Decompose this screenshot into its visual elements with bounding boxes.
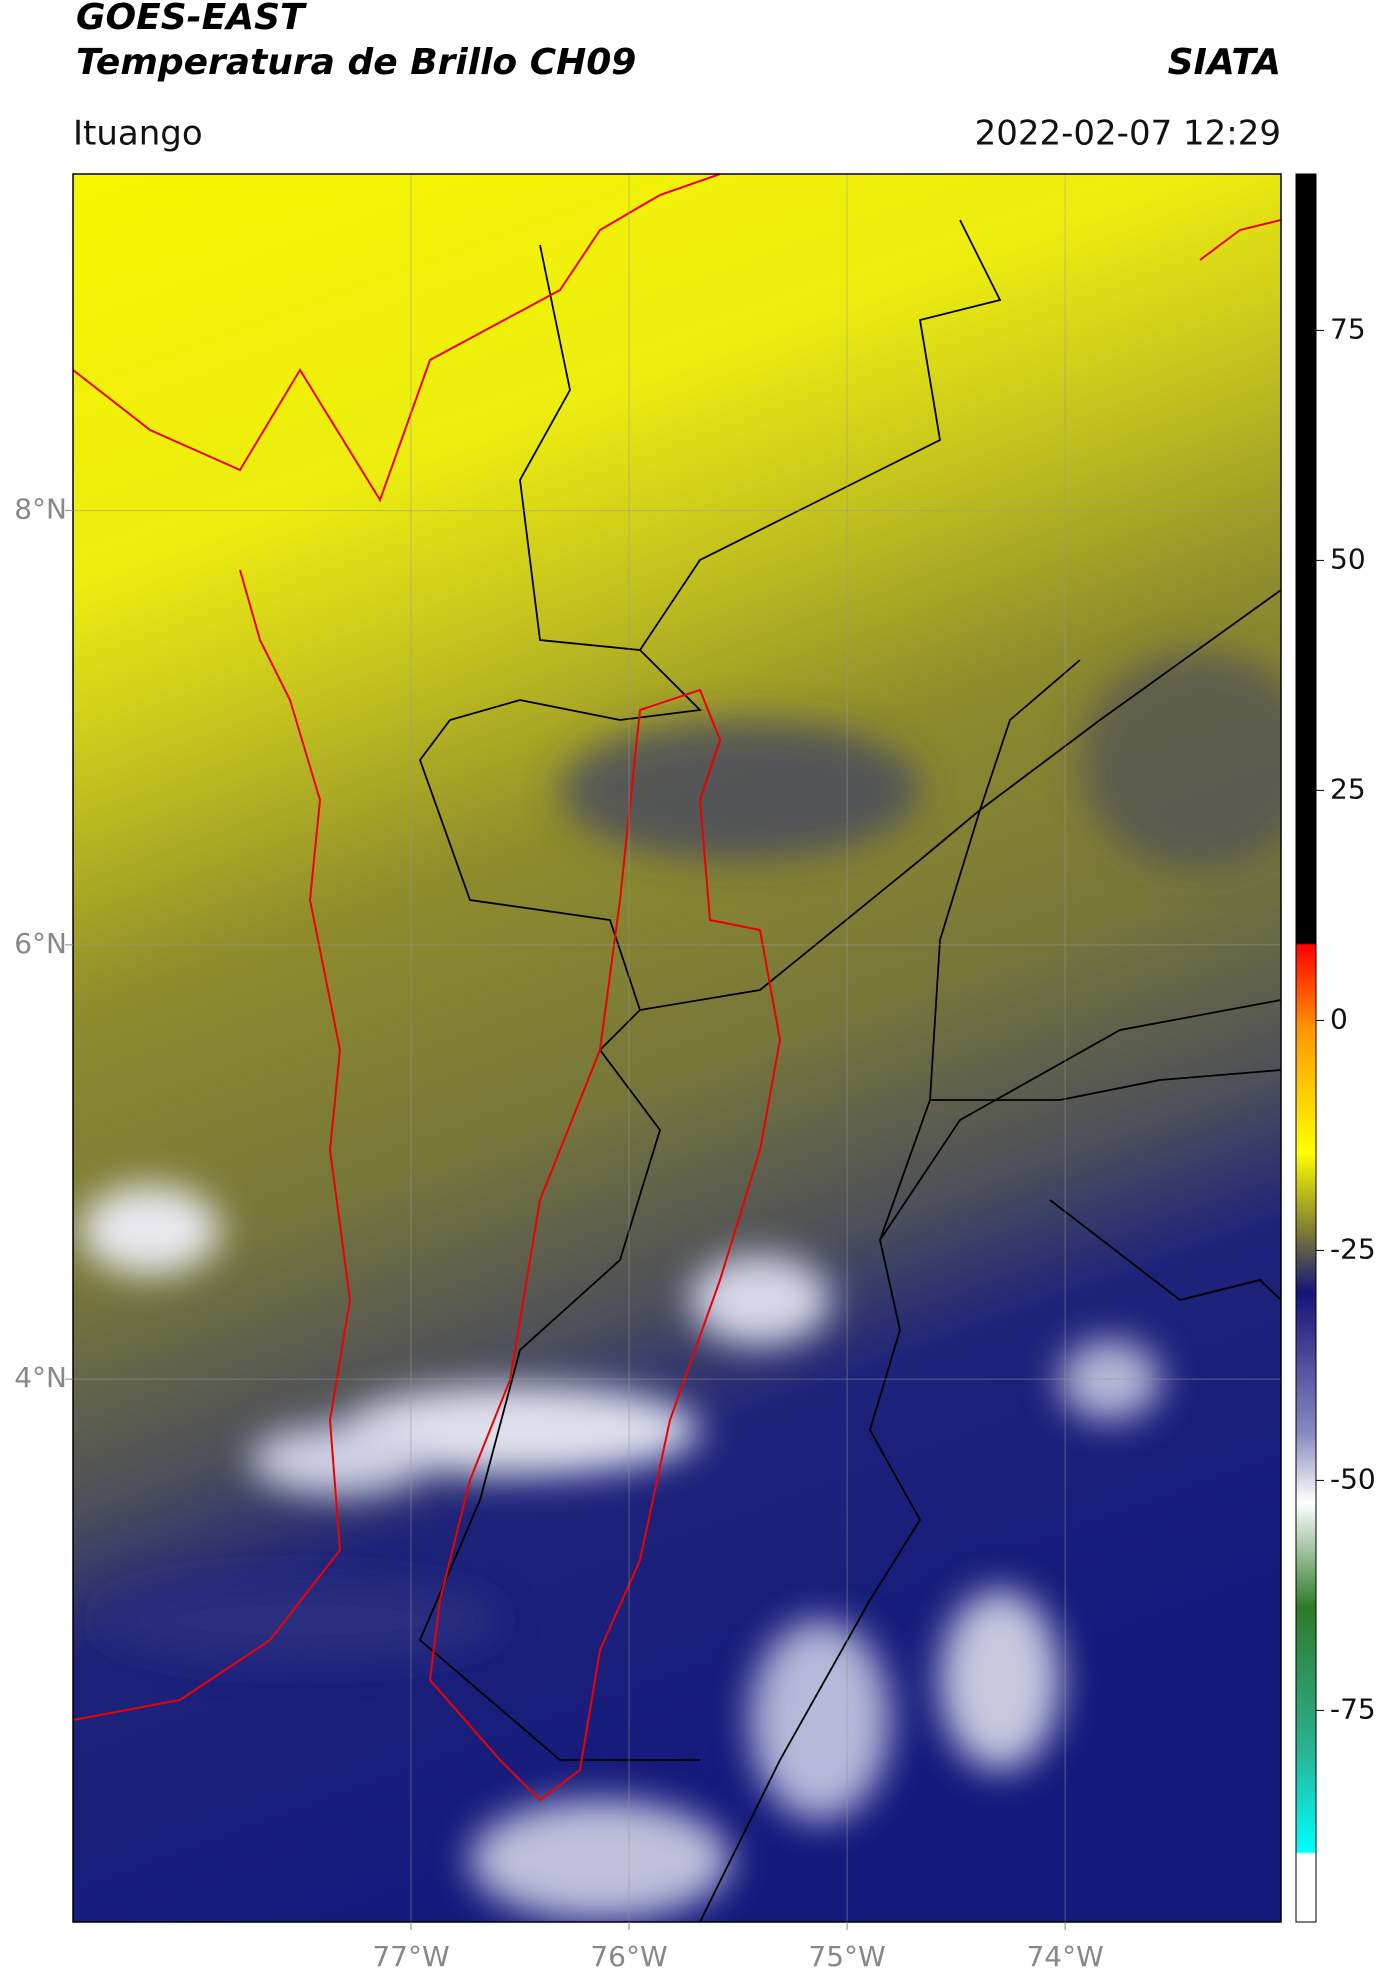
map (73, 174, 1281, 1922)
coastline-and-basin (73, 174, 1281, 1802)
colorbar (1295, 173, 1317, 1923)
cloud-tops (80, 650, 1281, 1920)
imagery (73, 174, 1281, 1922)
colorbar-tick-label: 25 (1330, 772, 1366, 805)
colorbar-tick-label: 0 (1330, 1002, 1348, 1035)
title: GOES-EAST (76, 0, 307, 38)
y-tick-label: 4°N (14, 1361, 67, 1394)
y-tick-label: 6°N (14, 927, 67, 960)
map-frame (72, 173, 1282, 1923)
colorbar-tick-label: -25 (1330, 1232, 1376, 1265)
datetime: 2022-02-07 12:29 (975, 114, 1281, 154)
subtitle: Temperatura de Brillo CH09 (76, 42, 636, 83)
x-tick-label: 74°W (1026, 1940, 1103, 1973)
colorbar-tick-label: 50 (1330, 542, 1366, 575)
x-tick-label: 76°W (590, 1940, 667, 1973)
x-tick-label: 75°W (808, 1940, 885, 1973)
graticule (73, 174, 1281, 1922)
colorbar-tick-label: -50 (1330, 1462, 1376, 1495)
borders (418, 219, 1281, 1922)
colorbar-tick-label: 75 (1330, 312, 1366, 345)
source: SIATA (1168, 42, 1281, 83)
x-tick-label: 77°W (372, 1940, 449, 1973)
colorbar-tick-label: -75 (1330, 1692, 1376, 1725)
location: Ituango (73, 114, 203, 154)
y-tick-label: 8°N (14, 493, 67, 526)
